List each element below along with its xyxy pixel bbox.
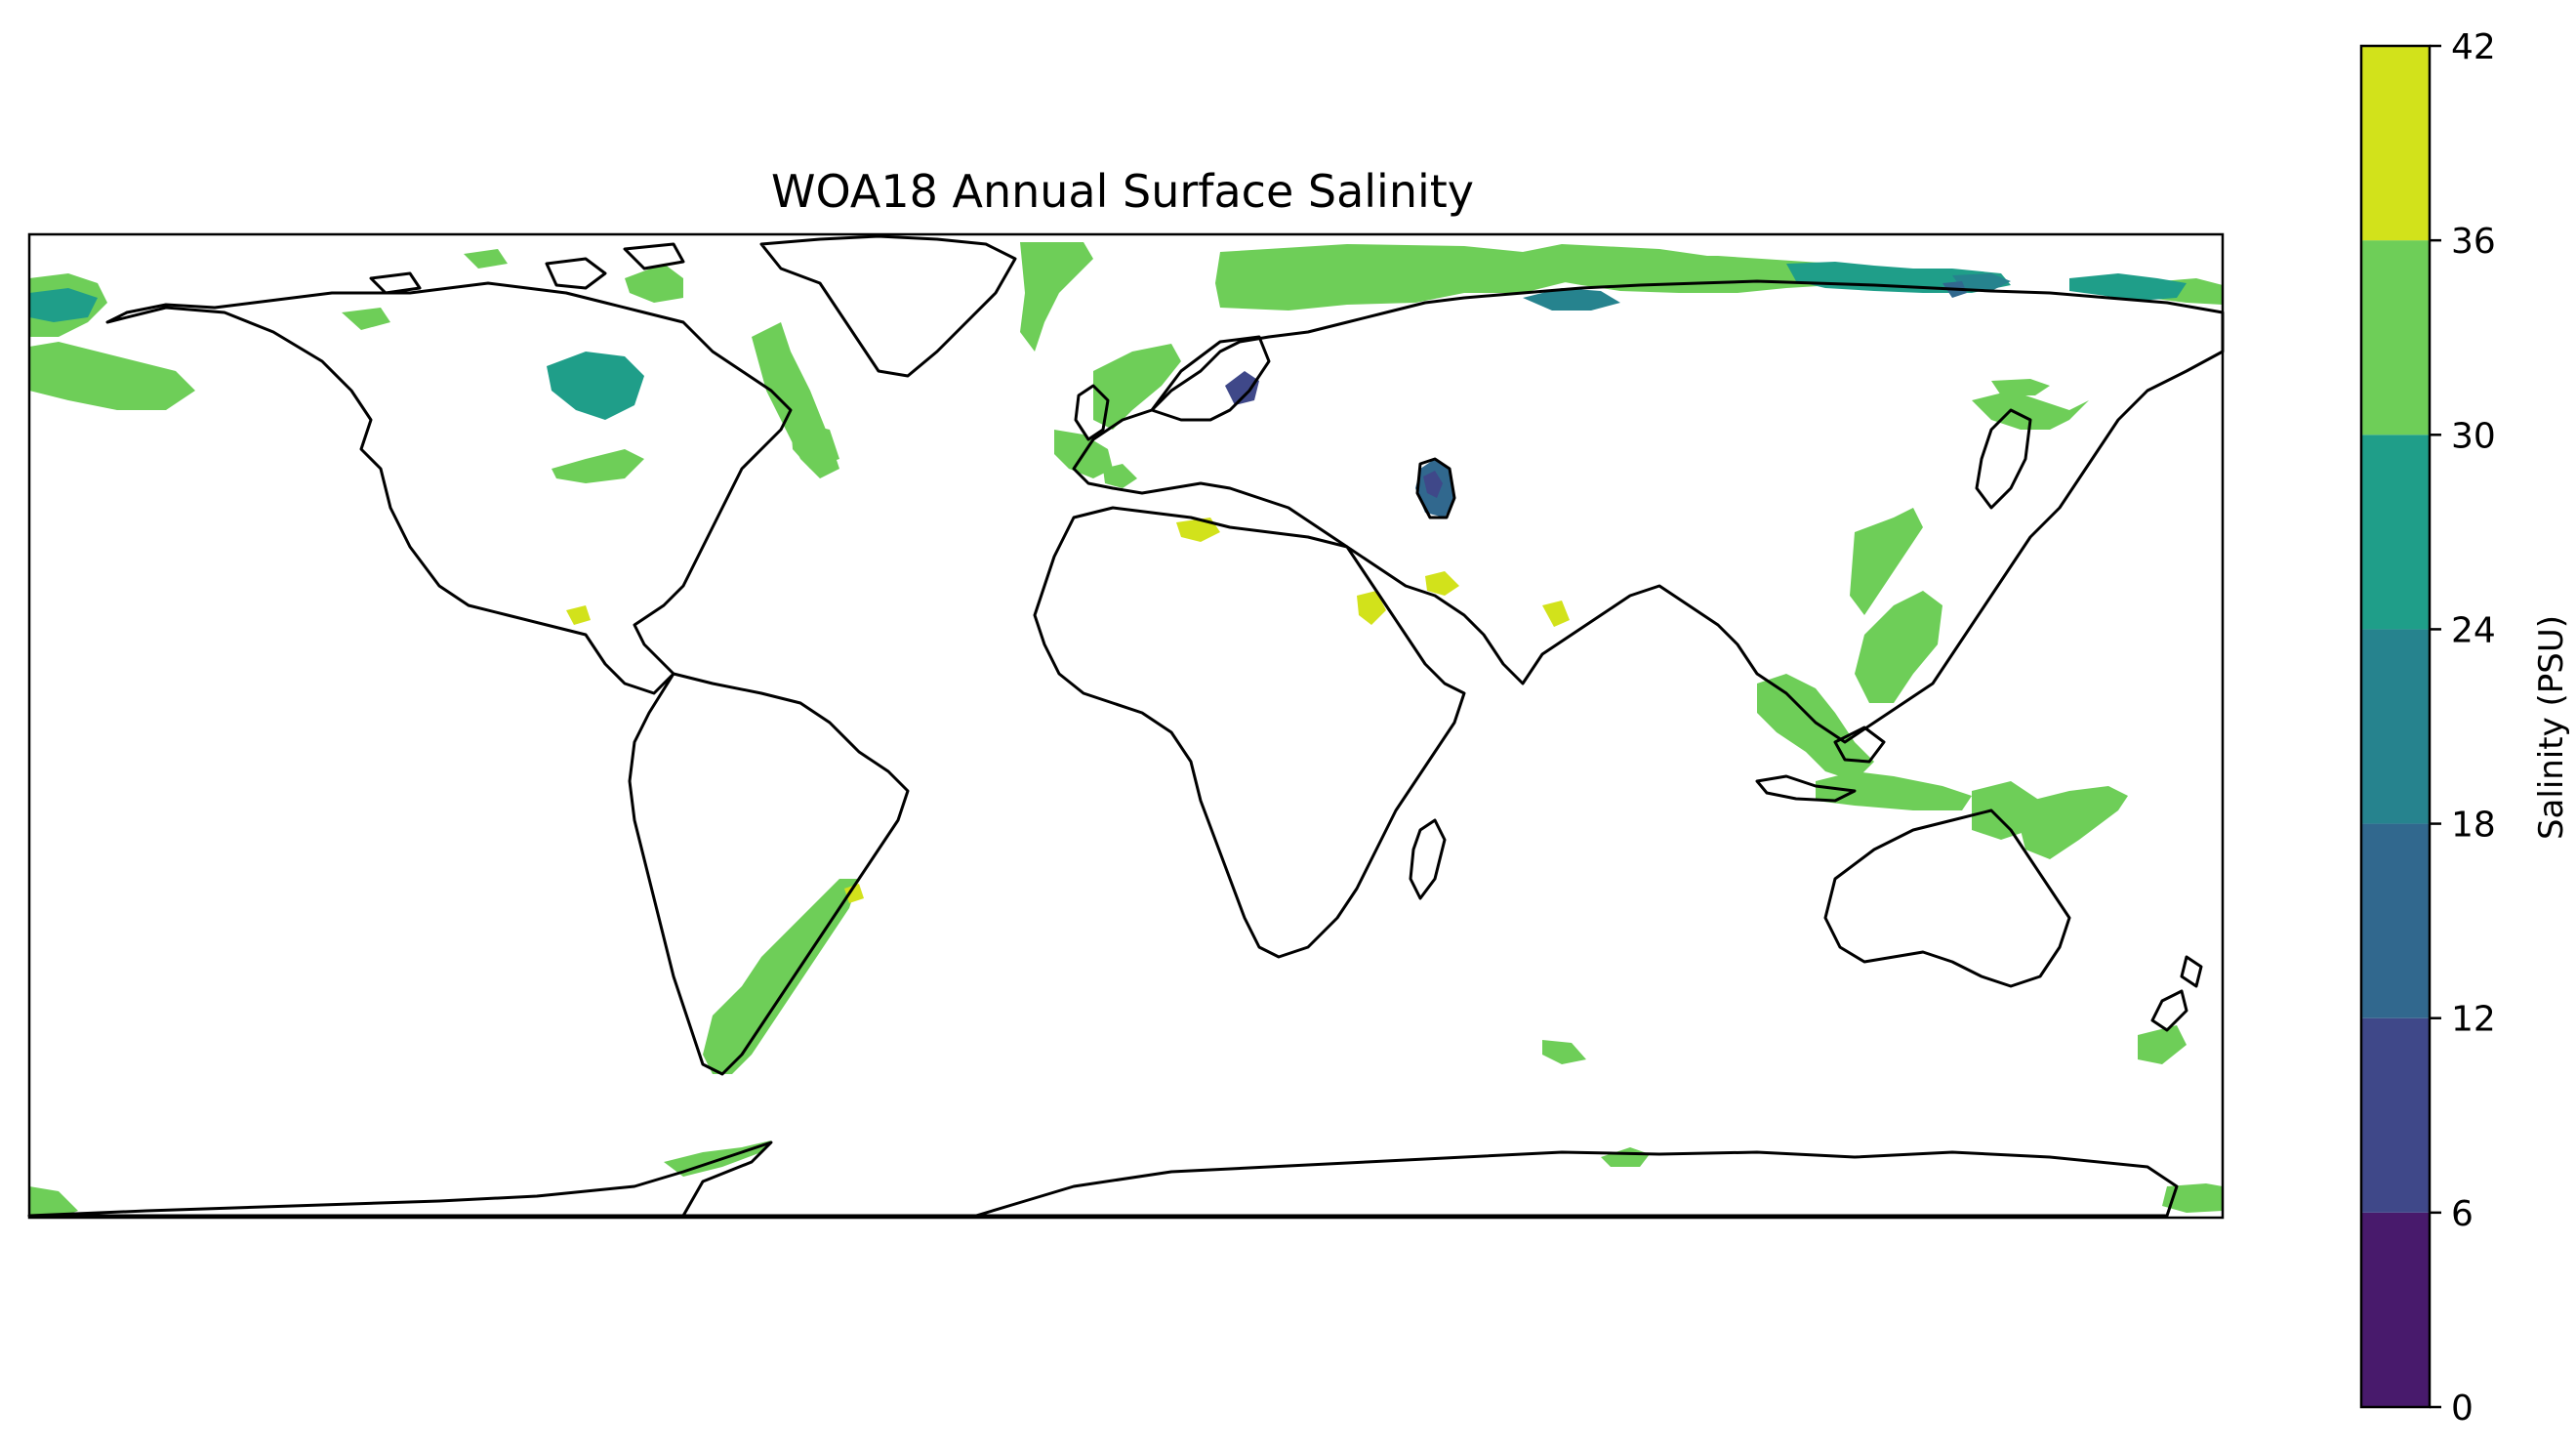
colorbar-tick-label: 42 (2451, 27, 2496, 67)
coastline-scandinavia (1150, 335, 1271, 422)
colorbar-tick-label: 30 (2451, 416, 2496, 456)
coastline-japan (1975, 408, 2032, 510)
salinity-18-24-regions (1523, 273, 2011, 311)
coastline-africa (1033, 506, 1466, 959)
colorbar-level-2 (2361, 823, 2430, 1018)
colorbar-label: Salinity (PSU) (2532, 615, 2571, 840)
coastline-australia (1823, 808, 2071, 988)
colorbar-level-3 (2361, 629, 2430, 824)
colorbar: 0 6 12 18 24 30 36 42 (2359, 27, 2496, 1429)
colorbar-level-5 (2361, 240, 2430, 435)
coastline-greenland (759, 234, 1017, 378)
coastline-south-america (628, 672, 910, 1076)
coastline-north-america (105, 281, 793, 695)
colorbar-level-1 (2361, 1017, 2430, 1213)
colorbar-tick-label: 6 (2451, 1194, 2474, 1234)
coastline-arctic-islands (369, 242, 685, 295)
coastline-new-zealand (2150, 955, 2203, 1032)
map-title: WOA18 Annual Surface Salinity (771, 165, 1474, 218)
coastline-caspian-sea (1415, 457, 1456, 519)
map-axes (27, 232, 2225, 1220)
coastline-antarctica (27, 1140, 2179, 1218)
coastline-indonesia (1755, 726, 1886, 803)
salinity-6-12-regions (1225, 371, 1443, 498)
colorbar-level-0 (2361, 1212, 2430, 1407)
colorbar-tick-label: 18 (2451, 806, 2496, 846)
map-border (27, 232, 2225, 1220)
coastline-eurasia (1072, 279, 2225, 744)
colorbar-tick-label: 24 (2451, 610, 2496, 650)
salinity-36-42-regions (566, 518, 1570, 903)
coastline-british-isles (1074, 384, 1110, 441)
colorbar-tick-label: 12 (2451, 1000, 2496, 1040)
colorbar-level-4 (2361, 435, 2430, 630)
colorbar-tick-label: 0 (2451, 1389, 2474, 1429)
colorbar-frame (2359, 44, 2432, 1409)
colorbar-tick-label: 36 (2451, 222, 2496, 262)
coastlines (27, 234, 2225, 1218)
salinity-30-36-regions (29, 242, 2223, 1218)
coastline-madagascar (1409, 818, 1447, 900)
colorbar-level-6 (2361, 46, 2430, 241)
